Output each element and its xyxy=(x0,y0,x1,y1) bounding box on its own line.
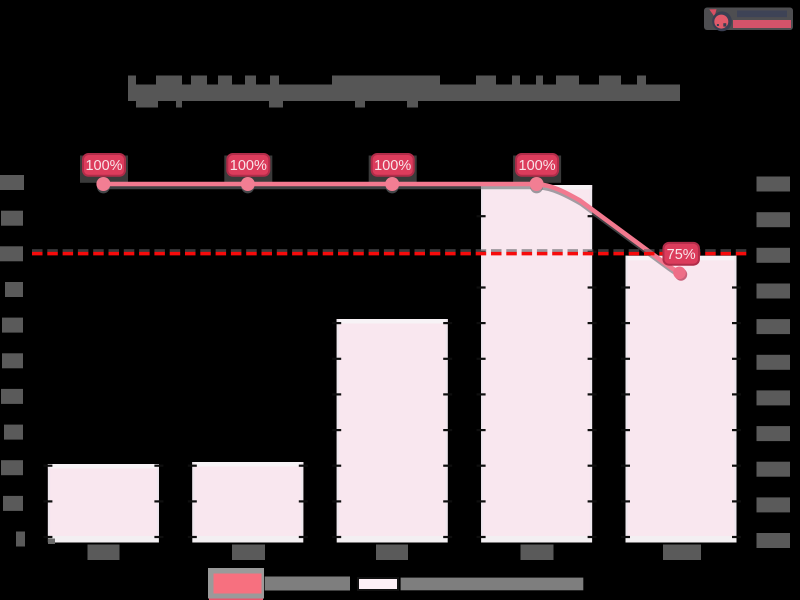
svg-text:100%: 100% xyxy=(374,158,411,174)
svg-text:100%: 100% xyxy=(85,158,122,174)
svg-text:100%: 100% xyxy=(230,158,267,174)
svg-text:100%: 100% xyxy=(519,158,556,174)
svg-text:75%: 75% xyxy=(667,247,696,263)
